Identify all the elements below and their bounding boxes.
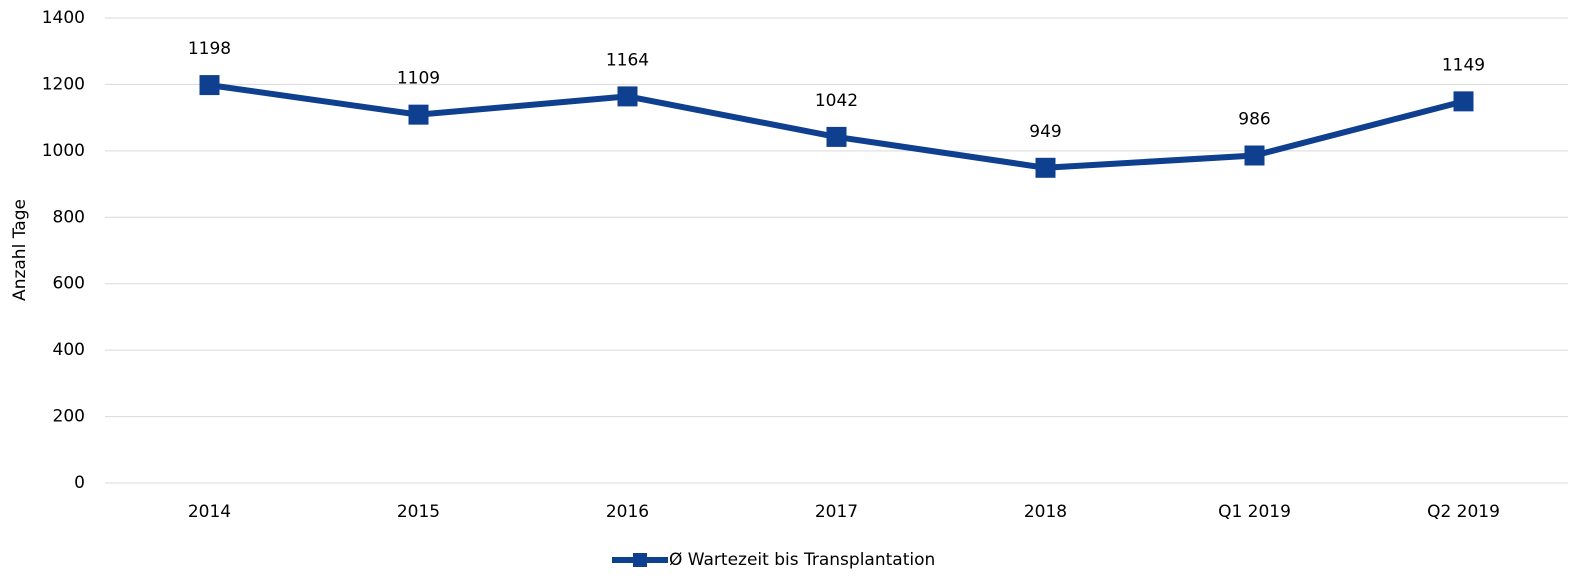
legend-label: Ø Wartezeit bis Transplantation bbox=[669, 550, 935, 570]
data-label: 986 bbox=[1238, 110, 1270, 130]
y-tick-label: 1000 bbox=[42, 141, 85, 161]
marker bbox=[199, 75, 220, 96]
data-label: 1198 bbox=[188, 39, 231, 59]
legend-marker bbox=[633, 553, 647, 567]
y-tick-label: 400 bbox=[53, 340, 85, 360]
y-axis-label: Anzahl Tage bbox=[10, 199, 30, 301]
marker bbox=[1035, 157, 1056, 178]
marker bbox=[1244, 145, 1265, 166]
data-label: 1149 bbox=[1442, 55, 1485, 75]
y-tick-label: 600 bbox=[53, 274, 85, 294]
x-tick-label: 2015 bbox=[397, 502, 440, 522]
y-tick-label: 0 bbox=[74, 473, 85, 493]
y-tick-label: 1200 bbox=[42, 74, 85, 94]
data-label: 1042 bbox=[815, 91, 858, 111]
x-tick-label: Q1 2019 bbox=[1218, 502, 1291, 522]
marker bbox=[617, 86, 638, 107]
x-tick-label: 2016 bbox=[606, 502, 649, 522]
x-tick-label: 2017 bbox=[815, 502, 858, 522]
y-tick-label: 1400 bbox=[42, 8, 85, 28]
data-label: 1109 bbox=[397, 69, 440, 89]
x-tick-label: 2014 bbox=[188, 502, 231, 522]
y-tick-label: 200 bbox=[53, 407, 85, 427]
data-label: 1164 bbox=[606, 50, 649, 70]
x-tick-label: Q2 2019 bbox=[1427, 502, 1500, 522]
x-tick-label: 2018 bbox=[1024, 502, 1067, 522]
y-tick-label: 800 bbox=[53, 207, 85, 227]
data-label: 949 bbox=[1029, 122, 1061, 142]
marker bbox=[408, 104, 429, 125]
marker bbox=[1453, 91, 1474, 112]
marker bbox=[826, 126, 847, 147]
